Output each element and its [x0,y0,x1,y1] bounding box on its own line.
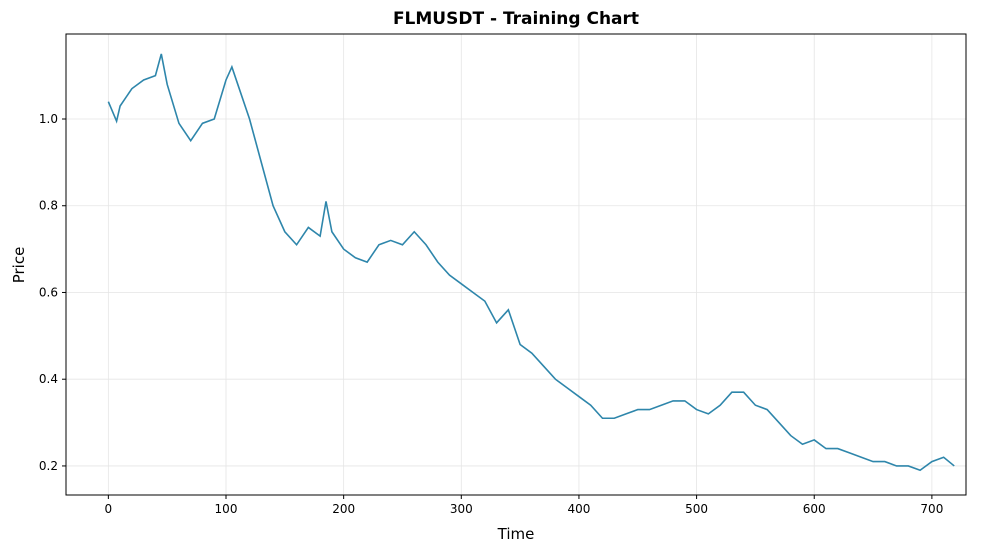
plot-frame [65,33,967,496]
x-tick-label: 300 [450,502,473,516]
y-tick-label: 0.8 [39,199,58,213]
x-tick-label: 0 [105,502,113,516]
x-tick-label: 100 [215,502,238,516]
chart-title: FLMUSDT - Training Chart [393,9,639,29]
x-tick-label: 700 [920,502,943,516]
x-tick-label: 600 [803,502,826,516]
x-tick-label: 500 [685,502,708,516]
price-line [107,53,955,472]
x-tick-label: 200 [332,502,355,516]
y-tick-label: 1.0 [39,112,58,126]
x-axis-label: Time [497,525,535,543]
y-tick-label: 0.2 [39,459,58,473]
x-tick-label: 400 [567,502,590,516]
y-tick-label: 0.4 [39,372,58,386]
y-tick-label: 0.6 [39,285,58,299]
y-axis-label: Price [10,247,28,284]
